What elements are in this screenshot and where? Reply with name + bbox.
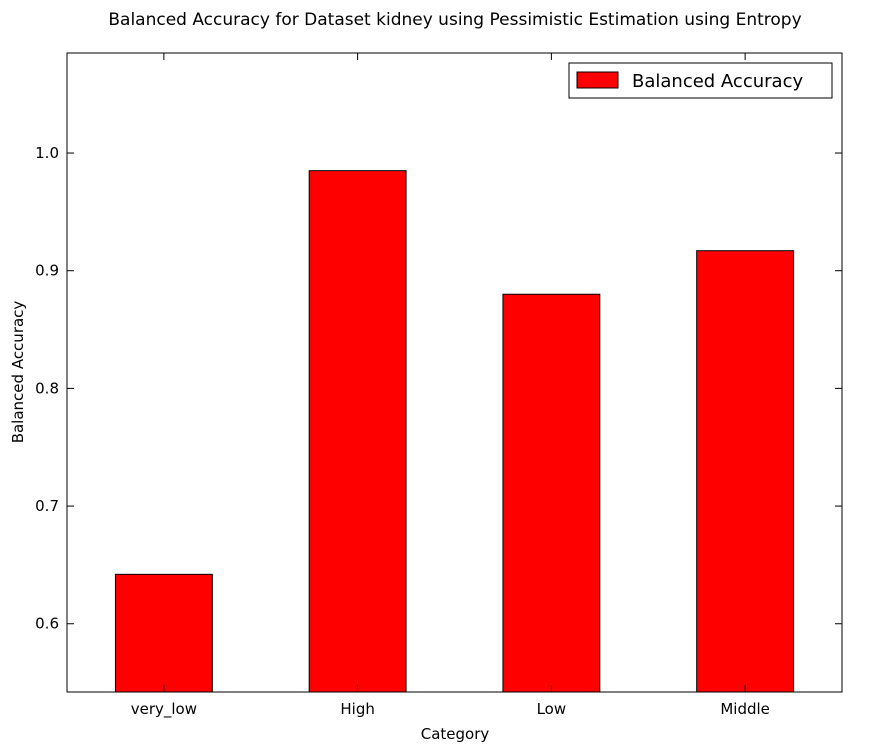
legend-label: Balanced Accuracy bbox=[632, 71, 803, 92]
y-axis-label: Balanced Accuracy bbox=[9, 301, 27, 444]
y-tick-label: 0.6 bbox=[35, 615, 59, 633]
chart-title: Balanced Accuracy for Dataset kidney usi… bbox=[108, 10, 801, 30]
y-tick-label: 0.8 bbox=[35, 379, 59, 397]
x-tick-label: Low bbox=[537, 700, 567, 718]
y-axis: 0.6 0.7 0.8 0.9 1.0 bbox=[35, 144, 842, 633]
bar-low bbox=[502, 293, 601, 693]
y-tick-label: 1.0 bbox=[35, 144, 59, 162]
x-tick-label: very_low bbox=[131, 700, 197, 719]
bar-middle bbox=[696, 250, 795, 693]
bar-high bbox=[308, 170, 407, 693]
x-tick-label: High bbox=[340, 700, 374, 718]
bar-very-low bbox=[114, 573, 213, 693]
x-tick-label: Middle bbox=[720, 700, 770, 718]
legend-swatch bbox=[576, 71, 619, 89]
legend: Balanced Accuracy bbox=[568, 62, 833, 99]
x-axis: very_low High Low Middle bbox=[131, 53, 770, 719]
y-tick-label: 0.7 bbox=[35, 497, 59, 515]
plot-frame bbox=[66, 52, 843, 693]
y-tick-label: 0.9 bbox=[35, 262, 59, 280]
bars-layer bbox=[114, 170, 795, 693]
x-axis-label: Category bbox=[421, 725, 490, 743]
